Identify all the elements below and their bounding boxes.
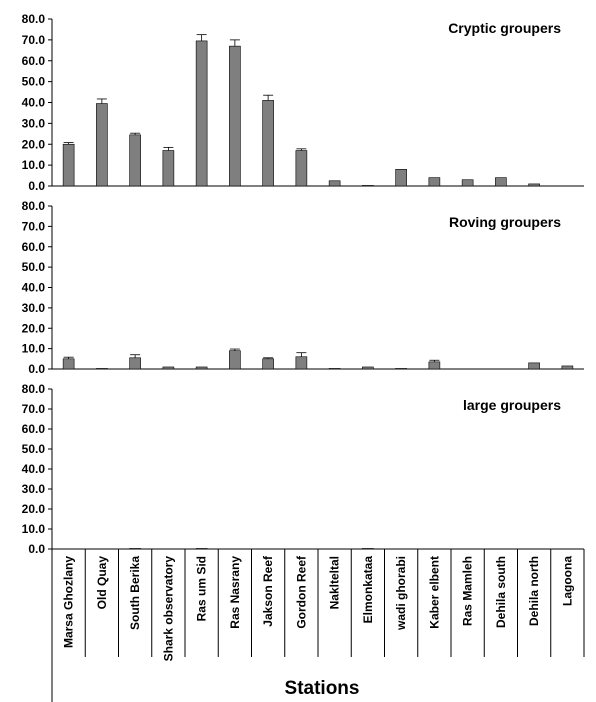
bar xyxy=(395,368,407,370)
category-label: Ras Mamleh xyxy=(461,556,475,626)
y-tick-label: 70.0 xyxy=(22,219,46,233)
y-tick-label: 40.0 xyxy=(22,462,46,476)
bar xyxy=(295,150,308,187)
bar xyxy=(362,548,374,550)
bar xyxy=(395,169,407,187)
bar xyxy=(362,185,374,187)
bar xyxy=(428,361,441,370)
bar xyxy=(162,366,175,370)
bar xyxy=(96,368,108,370)
bar xyxy=(461,179,474,187)
category-label: Dehila south xyxy=(494,556,508,628)
y-tick-label: 20.0 xyxy=(22,137,46,151)
category-label: Jakson Reef xyxy=(261,555,275,627)
bar xyxy=(62,143,75,187)
bar xyxy=(162,150,175,187)
bar xyxy=(295,356,308,370)
bar xyxy=(262,100,274,187)
category-label: Dehila north xyxy=(527,556,541,626)
category-label: Ras Nasrany xyxy=(228,556,242,629)
bar xyxy=(129,548,141,550)
category-label: Lagoona xyxy=(560,556,574,606)
y-tick-label: 60.0 xyxy=(22,422,46,436)
category-label: South Berika xyxy=(128,556,142,630)
x-axis-title: Stations xyxy=(285,678,360,699)
bar xyxy=(328,180,341,187)
y-tick-label: 0.0 xyxy=(28,179,45,193)
y-tick-label: 10.0 xyxy=(22,342,46,356)
category-label: Shark observatory xyxy=(161,556,175,662)
y-tick-label: 30.0 xyxy=(22,301,46,315)
y-tick-label: 80.0 xyxy=(22,199,46,213)
category-label: wadi ghorabi xyxy=(394,556,408,631)
bar xyxy=(428,177,441,187)
y-tick-label: 50.0 xyxy=(22,442,46,456)
bar xyxy=(229,45,241,187)
bar xyxy=(495,177,507,187)
y-tick-label: 20.0 xyxy=(22,502,46,516)
bar xyxy=(362,366,374,370)
bar xyxy=(528,183,540,187)
bar xyxy=(129,357,141,370)
y-tick-label: 60.0 xyxy=(22,240,46,254)
bar xyxy=(528,362,540,370)
y-tick-label: 10.0 xyxy=(22,522,46,536)
y-tick-label: 70.0 xyxy=(22,33,46,47)
y-tick-label: 0.0 xyxy=(28,362,45,376)
category-label: Ras um Sid xyxy=(195,556,209,621)
y-tick-label: 80.0 xyxy=(22,382,46,396)
y-tick-label: 20.0 xyxy=(22,321,46,335)
x-category-axis: Marsa Ghozlany Old Quay South Berika Shark … xyxy=(51,549,585,702)
category-label: Elmonkataa xyxy=(361,556,375,624)
y-tick-label: 80.0 xyxy=(22,12,46,26)
bar xyxy=(229,350,241,370)
category-label: Gordon Reef xyxy=(294,555,308,629)
y-tick-label: 0.0 xyxy=(28,542,45,556)
panel-3: 0.0 10.0 20.0 30.0 40.0 50.0 60.0 70.0 80.0 large… xyxy=(22,382,584,556)
bar xyxy=(195,40,208,187)
bar xyxy=(561,365,574,370)
y-tick-label: 70.0 xyxy=(22,402,46,416)
category-label: Kaber elbent xyxy=(427,556,441,629)
y-tick-label: 50.0 xyxy=(22,75,46,89)
y-tick-label: 50.0 xyxy=(22,260,46,274)
panel-title: Roving groupers xyxy=(449,214,561,230)
panel-2: 0.0 10.0 20.0 30.0 40.0 50.0 60.0 70.0 80.0 Rovin… xyxy=(22,199,584,376)
panel-1: 0.0 10.0 20.0 30.0 40.0 50.0 60.0 70.0 80.0 Crypt… xyxy=(22,12,584,193)
y-tick-label: 40.0 xyxy=(22,281,46,295)
y-tick-label: 40.0 xyxy=(22,96,46,110)
category-label: Old Quay xyxy=(95,556,109,610)
panel-title: Cryptic groupers xyxy=(448,20,561,36)
panel-title: large groupers xyxy=(463,397,561,413)
y-tick-label: 30.0 xyxy=(22,482,46,496)
category-label: Naklteltal xyxy=(328,556,342,609)
y-tick-label: 30.0 xyxy=(22,116,46,130)
bar xyxy=(195,366,208,370)
y-tick-label: 60.0 xyxy=(22,54,46,68)
bar xyxy=(328,368,341,370)
category-label: Marsa Ghozlany xyxy=(62,556,76,648)
bar xyxy=(62,358,75,370)
bar xyxy=(195,548,208,550)
y-tick-label: 10.0 xyxy=(22,158,46,172)
bar xyxy=(129,134,141,187)
bar xyxy=(96,103,108,187)
bar xyxy=(262,358,274,370)
